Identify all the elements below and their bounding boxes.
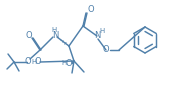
Text: H: H [99, 28, 105, 34]
Text: N: N [52, 32, 58, 40]
Text: O: O [66, 58, 72, 67]
Text: O: O [88, 6, 94, 15]
Text: O: O [25, 57, 31, 66]
Text: N: N [94, 32, 100, 40]
Text: H: H [51, 27, 57, 33]
Text: H: H [61, 60, 67, 66]
Text: O: O [103, 45, 109, 54]
Text: O: O [26, 31, 32, 40]
Text: O: O [35, 57, 41, 66]
Text: H: H [31, 59, 36, 65]
